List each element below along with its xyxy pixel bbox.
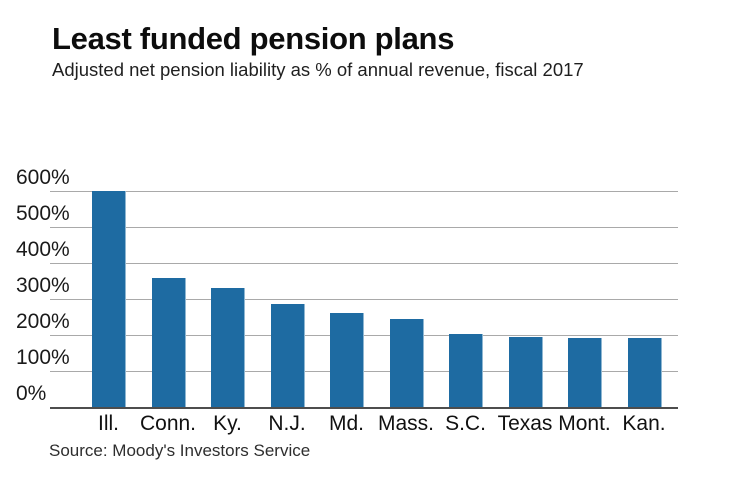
x-axis-line <box>50 407 678 409</box>
gridline <box>50 263 678 264</box>
x-axis-category-label: Mass. <box>377 412 434 435</box>
y-axis-tick-label: 100% <box>16 346 70 369</box>
bar-ky <box>211 288 245 407</box>
chart-title: Least funded pension plans <box>52 21 455 56</box>
bar-sc <box>449 333 483 407</box>
chart-subtitle: Adjusted net pension liability as % of a… <box>52 59 584 80</box>
x-axis-category-label: S.C. <box>445 412 486 435</box>
bar-ill <box>92 190 126 407</box>
x-axis-category-label: Ill. <box>98 412 119 435</box>
bar-nj <box>270 304 305 407</box>
gridline <box>50 227 678 228</box>
y-axis-tick-label: 600% <box>16 166 70 189</box>
bar-kan <box>627 338 662 407</box>
y-axis-tick-label: 200% <box>16 310 70 333</box>
y-axis-tick-label: 400% <box>16 238 70 261</box>
bar-md <box>330 313 364 407</box>
x-axis-category-label: Kan. <box>622 412 666 435</box>
y-axis-tick-label: 0% <box>16 382 47 405</box>
x-axis-category-label: Md. <box>328 412 364 435</box>
bar-mass <box>389 319 424 407</box>
y-axis-tick-label: 500% <box>16 202 70 225</box>
gridline <box>50 335 678 336</box>
y-axis-tick-label: 300% <box>16 274 70 297</box>
bar-conn <box>151 278 186 407</box>
bar-mont <box>568 337 602 407</box>
x-axis-category-label: Ky. <box>213 412 242 435</box>
gridline <box>50 371 678 372</box>
source-note: Source: Moody's Investors Service <box>49 441 311 460</box>
gridline <box>50 191 678 192</box>
gridline <box>50 299 678 300</box>
bar-texas <box>508 337 543 407</box>
x-axis-category-label: N.J. <box>268 412 306 435</box>
x-axis-category-label: Texas <box>497 412 553 435</box>
x-axis-category-label: Conn. <box>139 412 197 435</box>
x-axis-category-label: Mont. <box>558 412 611 435</box>
